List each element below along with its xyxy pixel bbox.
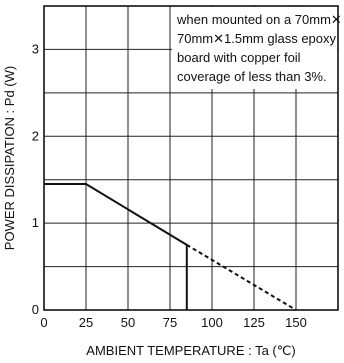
x-tick-labels: 0 25 50 75 100 125 150: [40, 315, 306, 330]
plot-frame: [43, 5, 339, 311]
x-tick-label: 125: [243, 315, 265, 330]
series-line-1-solid: [44, 183, 188, 246]
annotation-background: [172, 7, 337, 89]
x-tick-label: 150: [285, 315, 307, 330]
x-tick-label: 50: [121, 315, 135, 330]
y-tick-label: 2: [32, 128, 39, 143]
annotation-line-2: 70mm✕1.5mm glass epoxy: [177, 31, 337, 46]
annotation-box: when mounted on a 70mm✕ 70mm✕1.5mm glass…: [172, 7, 342, 89]
annotation-line-1: when mounted on a 70mm✕: [176, 12, 342, 27]
y-tick-label: 0: [32, 302, 39, 317]
y-axis-label: POWER DISSIPATION : Pd (W): [2, 66, 17, 250]
y-tick-label: 1: [32, 215, 39, 230]
x-tick-label: 25: [79, 315, 93, 330]
series-line-2-dashed: [186, 243, 297, 311]
annotation-line-3: board with copper foil: [177, 50, 301, 65]
y-tick-label: 3: [32, 41, 39, 56]
y-tick-labels: 0 1 2 3: [32, 41, 39, 317]
x-tick-label: 75: [163, 315, 177, 330]
x-tick-label: 0: [40, 315, 47, 330]
x-tick-label: 100: [201, 315, 223, 330]
x-axis-label: AMBIENT TEMPERATURE : Ta (℃): [86, 343, 295, 358]
series-lines: [44, 183, 297, 311]
annotation-line-4: coverage of less than 3%.: [177, 69, 327, 84]
